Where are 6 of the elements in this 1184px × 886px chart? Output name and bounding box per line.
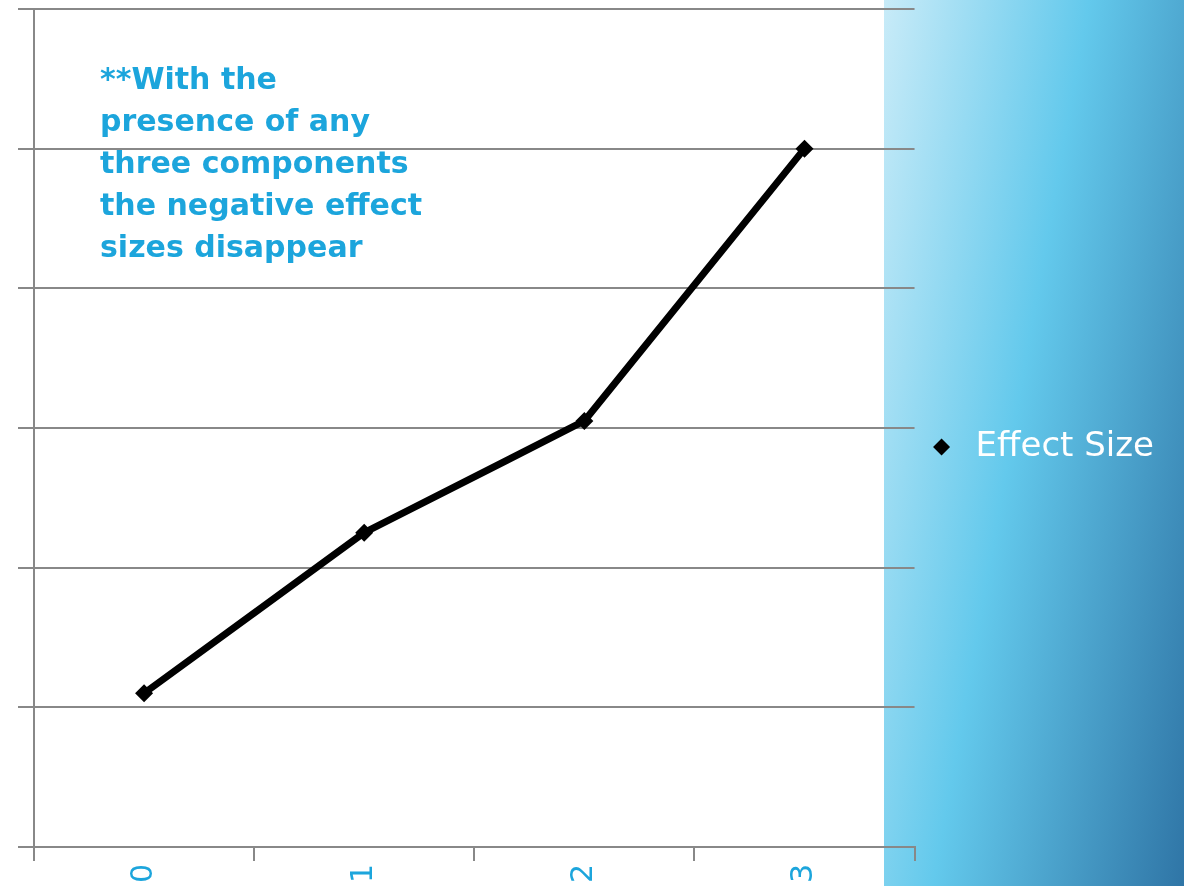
x-tick-label: 3: [784, 863, 820, 884]
x-tick-label: 2: [564, 863, 600, 884]
x-tick-label: 0: [123, 863, 159, 884]
legend-label: Effect Size: [975, 423, 1154, 464]
x-tick-label: 1: [344, 863, 379, 884]
annotation: **With the presence of any three components the negative effect sizes disappear: [100, 60, 423, 266]
